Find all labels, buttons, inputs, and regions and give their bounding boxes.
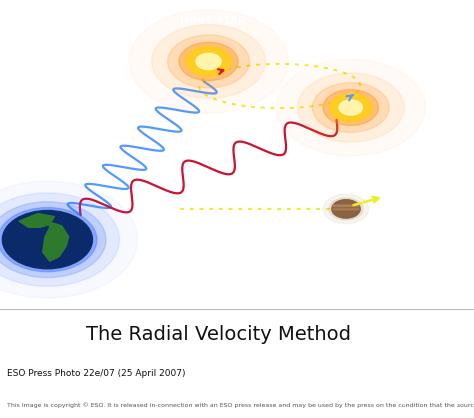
Text: ES: ES	[407, 344, 427, 357]
Text: HOST STAR: HOST STAR	[181, 16, 246, 26]
Circle shape	[152, 25, 265, 98]
Text: +: +	[400, 321, 408, 331]
Text: This image is copyright © ESO. It is released in-connection with an ESO press re: This image is copyright © ESO. It is rel…	[7, 402, 474, 408]
Text: The Radial Velocity Method: The Radial Velocity Method	[85, 326, 351, 344]
Text: ESO Press Photo 22e/07 (25 April 2007): ESO Press Photo 22e/07 (25 April 2007)	[7, 369, 186, 378]
Circle shape	[332, 200, 360, 218]
Circle shape	[298, 73, 404, 142]
Circle shape	[0, 193, 119, 286]
Circle shape	[323, 89, 378, 125]
Circle shape	[329, 198, 363, 220]
Circle shape	[0, 207, 97, 272]
Text: +: +	[400, 398, 408, 408]
Polygon shape	[19, 214, 55, 227]
Circle shape	[2, 210, 92, 269]
Circle shape	[196, 54, 221, 69]
Text: +: +	[454, 398, 462, 408]
Circle shape	[186, 47, 231, 76]
Text: +: +	[454, 321, 462, 331]
Text: O: O	[436, 372, 447, 386]
Polygon shape	[333, 209, 359, 210]
Polygon shape	[43, 221, 69, 261]
Circle shape	[312, 83, 389, 133]
Circle shape	[179, 42, 238, 81]
Circle shape	[329, 94, 372, 121]
Circle shape	[0, 202, 106, 278]
Circle shape	[168, 35, 249, 88]
Circle shape	[323, 194, 369, 224]
Circle shape	[339, 100, 363, 115]
Polygon shape	[333, 205, 359, 206]
Text: EXOPLANET: EXOPLANET	[345, 232, 414, 242]
